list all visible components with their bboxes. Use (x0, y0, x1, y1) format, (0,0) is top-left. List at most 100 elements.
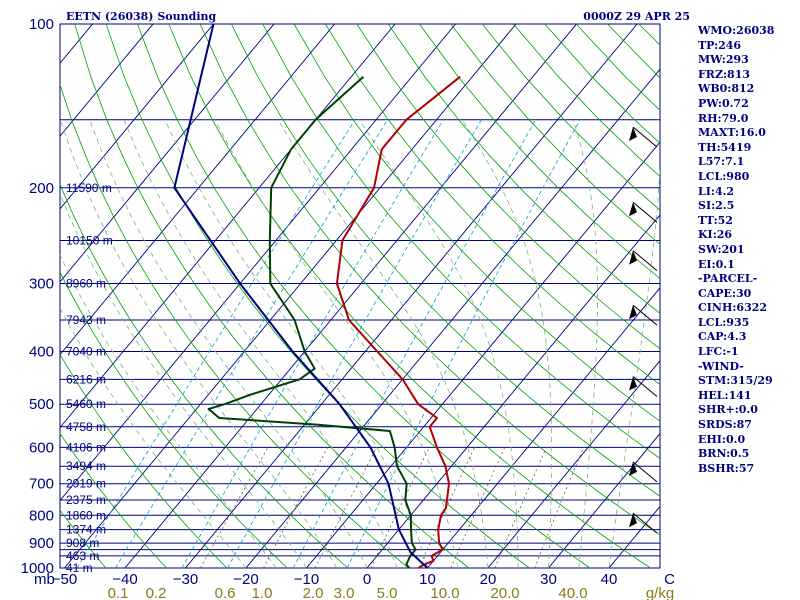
dry-adiabat (60, 83, 410, 568)
wind-barb-flag (629, 305, 637, 320)
height-label: 463 m (66, 549, 99, 563)
dry-adiabat (60, 353, 228, 568)
height-label: 10150 m (66, 234, 113, 248)
mixing-ratio-label: 40.0 (558, 585, 587, 600)
chart-time: 0000Z 29 APR 25 (583, 10, 690, 23)
wind-barb-flag (629, 127, 637, 142)
index-line: CAPE:30 (698, 286, 752, 300)
index-line: WMO:26038 (698, 24, 775, 37)
series-layer (173, 24, 461, 568)
height-label: 2919 m (66, 477, 106, 491)
height-label: 11590 m (66, 181, 112, 195)
index-line: BRN:0.5 (698, 447, 750, 461)
index-line: CINH:6322 (698, 301, 768, 315)
index-panel: WMO:26038 TP:246 MW:293 FRZ:813 WB0:812 PW:0.… (698, 24, 798, 476)
index-line: LCL:935 (698, 315, 750, 329)
index-line: LFC:-1 (698, 345, 739, 359)
wind-barb-shaft (632, 250, 658, 272)
moist-adiabat (60, 192, 307, 568)
wind-barb-shaft (632, 461, 658, 483)
pressure-tick-200: 200 (29, 180, 54, 197)
dry-adiabat (168, 24, 652, 568)
temperature-tick: 0 (363, 571, 371, 588)
index-line: L57:7.1 (698, 155, 745, 169)
height-label: 6216 m (66, 372, 106, 386)
index-line: MW:293 (698, 53, 749, 67)
moist-adiabat (60, 307, 247, 568)
dry-adiabat (105, 24, 531, 568)
series-dewpoint (207, 75, 417, 568)
mixing-ratio-label: g/kg (646, 585, 674, 600)
mixing-ratio-label: 20.0 (490, 585, 519, 600)
grid-layer (60, 24, 660, 568)
moist-adiabat (277, 119, 489, 568)
height-label: 908 m (66, 536, 99, 550)
moist-adiabat (89, 119, 368, 568)
isotherm-0 (366, 214, 660, 568)
height-label: 41 m (66, 561, 93, 575)
mixing-ratio-label: 3.0 (334, 585, 355, 600)
index-line: LCL:980 (698, 169, 750, 183)
isotherm--10 (305, 141, 660, 568)
temperature-tick: 40 (601, 571, 618, 588)
mixing-ratio-label: 10.0 (430, 585, 459, 600)
moist-adiabat (461, 119, 553, 568)
height-label: 1860 m (66, 508, 106, 522)
height-label: 2375 m (66, 493, 106, 507)
dewpoint-guide-line (76, 119, 356, 568)
isotherm--110 (60, 24, 154, 137)
index-line: KI:26 (698, 228, 733, 242)
isotherm--30 (184, 24, 638, 568)
wind-barb-shaft (632, 126, 658, 148)
wind-barb-flag (629, 250, 637, 265)
pressure-tick-300: 300 (29, 276, 54, 293)
mixing-ratio-label: 0.1 (108, 585, 129, 600)
plot-frame (59, 23, 661, 569)
index-line: FRZ:813 (698, 67, 751, 81)
dry-adiabat (74, 24, 470, 568)
temperature-tick: −40 (112, 571, 137, 588)
index-line: TT:52 (698, 213, 733, 227)
wind-barb-shaft (632, 304, 658, 326)
moist-adiabat (608, 162, 660, 568)
temperature-tick: 10 (419, 571, 436, 588)
mixing-ratio-line (450, 447, 506, 568)
temperature-tick: −20 (233, 571, 258, 588)
dry-adiabat (60, 509, 107, 568)
mixing-ratio-label: 2.0 (303, 585, 324, 600)
series-temperature (335, 75, 461, 568)
height-label: 1374 m (66, 523, 106, 537)
mixing-ratio-label: 1.0 (252, 585, 273, 600)
mixing-ratio-label: 0.6 (215, 585, 236, 600)
isotherm--100 (60, 24, 215, 210)
index-line: -WIND- (698, 359, 744, 373)
isotherm-30 (547, 432, 660, 568)
index-line: TH:5419 (698, 140, 752, 154)
mixing-ratio-label: 5.0 (377, 585, 398, 600)
height-label: 8960 m (66, 277, 106, 291)
index-line: SRDS:87 (698, 418, 752, 432)
isotherm--40 (124, 24, 578, 568)
index-line: RH:79.0 (698, 111, 749, 125)
temperature-tick: −10 (294, 571, 319, 588)
chart-title: EETN (26038) Sounding (66, 10, 216, 23)
moist-adiabat (60, 254, 277, 568)
dry-adiabat (387, 24, 660, 314)
temperature-tick: −30 (173, 571, 198, 588)
wind-barb-shaft (632, 376, 658, 397)
moist-adiabat (359, 119, 519, 568)
pressure-axis-label: mb (34, 571, 55, 588)
dry-adiabat (325, 24, 660, 386)
dry-adiabat (231, 24, 660, 497)
index-line: TP:246 (698, 38, 742, 52)
series-parcel (173, 24, 429, 568)
index-line: MAXT:16.0 (698, 126, 766, 140)
wind-barb-shaft (632, 512, 658, 534)
moist-adiabat (214, 119, 459, 568)
index-line: LI:4.2 (698, 184, 735, 198)
isotherm--20 (245, 68, 660, 568)
mixing-ratio-line (418, 447, 475, 568)
dry-adiabat (262, 24, 660, 459)
pressure-tick-100: 100 (29, 16, 54, 33)
